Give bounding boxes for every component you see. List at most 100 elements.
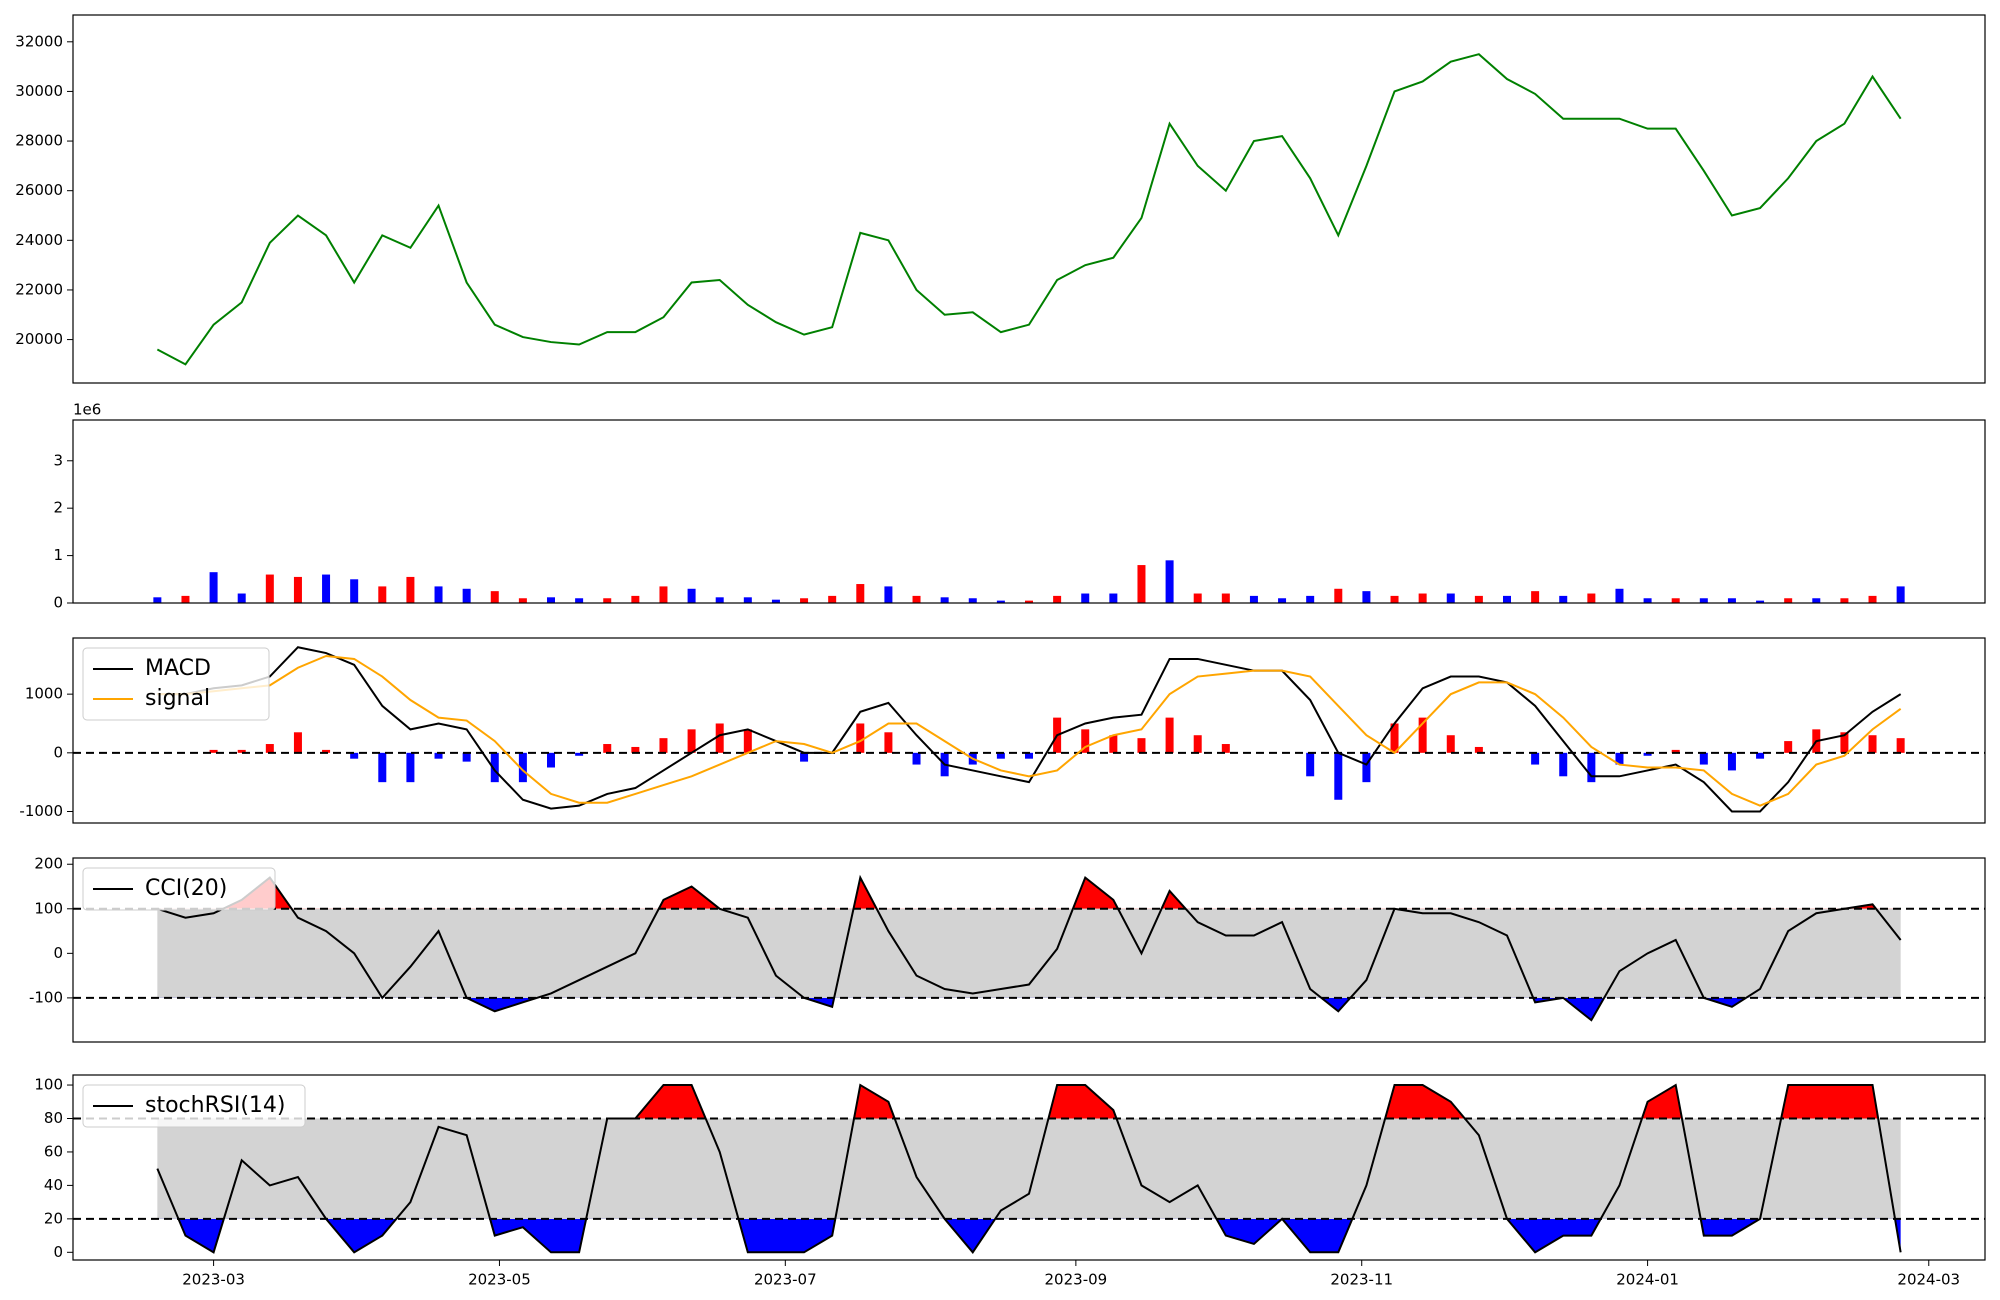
volume-bar <box>1390 595 1399 603</box>
histogram-bar <box>378 752 387 783</box>
volume-bar <box>237 593 246 603</box>
histogram-bar <box>1109 735 1118 753</box>
histogram-bar <box>518 752 527 783</box>
histogram-bar <box>884 732 893 753</box>
histogram-bar <box>1756 752 1765 759</box>
volume-bar <box>1418 593 1427 603</box>
histogram-bar <box>350 752 359 759</box>
volume-bar <box>1587 593 1596 603</box>
histogram-bar <box>800 752 809 762</box>
volume-bar <box>1334 588 1343 603</box>
volume-bar <box>378 586 387 603</box>
y-tick-label: 28000 <box>15 132 63 150</box>
volume-bar <box>968 598 977 603</box>
volume-bar <box>1643 598 1652 603</box>
volume-bar <box>1193 593 1202 603</box>
volume-bar <box>490 591 499 603</box>
panel-frame <box>72 14 1986 384</box>
x-tick-label: 2024-03 <box>1897 1271 1960 1289</box>
histogram-bar <box>1362 752 1371 783</box>
price-line <box>156 53 1902 366</box>
histogram-bar <box>631 746 640 753</box>
y-tick-label: 20 <box>44 1209 63 1227</box>
histogram-bar <box>1081 729 1090 753</box>
legend-label: MACD <box>145 656 211 681</box>
legend-box <box>82 1084 306 1128</box>
histogram-bar <box>1531 752 1540 765</box>
histogram-bar <box>659 738 668 753</box>
volume-bar <box>743 597 752 603</box>
volume-bar <box>1474 595 1483 603</box>
volume-bar <box>631 595 640 603</box>
y-tick-label: 0 <box>53 743 63 761</box>
indicator-line <box>157 654 1902 807</box>
histogram-bar <box>1390 723 1399 753</box>
legend-label: stochRSI(14) <box>145 1093 286 1118</box>
volume-bar <box>1081 593 1090 603</box>
volume-bar <box>1278 598 1287 603</box>
histogram-bar <box>1559 752 1568 777</box>
indicator-line <box>156 1083 1902 1254</box>
volume-bar <box>1362 591 1371 603</box>
histogram-bar <box>1474 746 1483 753</box>
y-tick-label: 200 <box>34 855 63 873</box>
y-tick-label: 2 <box>53 499 63 517</box>
histogram-bar <box>856 723 865 753</box>
volume-bar <box>912 595 921 603</box>
histogram-bar <box>1137 738 1146 753</box>
volume-bar <box>659 586 668 603</box>
volume-bar <box>1727 598 1736 603</box>
y-tick-label: 32000 <box>15 32 63 50</box>
volume-bar <box>1165 560 1174 603</box>
x-tick-label: 2024-01 <box>1616 1271 1679 1289</box>
neutral-band <box>157 1118 1901 1219</box>
histogram-bar <box>237 749 246 753</box>
volume-bar <box>265 574 274 603</box>
histogram-bar <box>996 752 1005 759</box>
volume-bar <box>1109 593 1118 603</box>
volume-bar <box>687 588 696 603</box>
volume-bar <box>153 597 162 603</box>
volume-bar <box>181 595 190 603</box>
x-tick-label: 2023-09 <box>1045 1271 1108 1289</box>
histogram-bar <box>434 752 443 759</box>
volume-bar <box>1840 598 1849 603</box>
histogram-bar <box>1615 752 1624 765</box>
legend-box <box>82 647 270 721</box>
indicator-line <box>157 646 1902 813</box>
volume-bar <box>828 595 837 603</box>
panel-frame <box>72 419 1986 604</box>
volume-bar <box>800 598 809 603</box>
x-tick-label: 2023-03 <box>182 1271 245 1289</box>
volume-bar <box>293 576 302 603</box>
histogram-bar <box>1306 752 1315 777</box>
y-tick-label: 0 <box>53 594 63 612</box>
y-tick-label: 1 <box>53 546 63 564</box>
volume-bar <box>547 597 555 603</box>
histogram-bar <box>1868 735 1877 753</box>
volume-bar <box>1025 600 1033 603</box>
histogram-bar <box>406 752 415 783</box>
histogram-bar <box>1896 738 1905 753</box>
y-tick-label: 3 <box>53 451 63 469</box>
y-tick-label: 60 <box>44 1142 63 1160</box>
volume-bar <box>434 586 443 603</box>
histogram-bar <box>1193 735 1202 753</box>
y-tick-label: 20000 <box>15 330 63 348</box>
legend-box <box>82 867 276 911</box>
y-tick-label: 1000 <box>25 685 63 703</box>
histogram-bar <box>547 752 555 768</box>
histogram-bar <box>715 723 724 753</box>
histogram-bar <box>1727 752 1736 771</box>
volume-bar <box>771 599 780 603</box>
volume-bar <box>715 597 724 603</box>
histogram-bar <box>293 732 302 753</box>
panel-frame <box>72 857 1986 1043</box>
y-tick-label: -100 <box>29 988 63 1006</box>
panel-frame <box>72 1074 1986 1261</box>
volume-bar <box>1306 595 1315 603</box>
volume-bar <box>1615 588 1624 603</box>
volume-bar <box>1812 598 1821 603</box>
histogram-bar <box>912 752 921 765</box>
